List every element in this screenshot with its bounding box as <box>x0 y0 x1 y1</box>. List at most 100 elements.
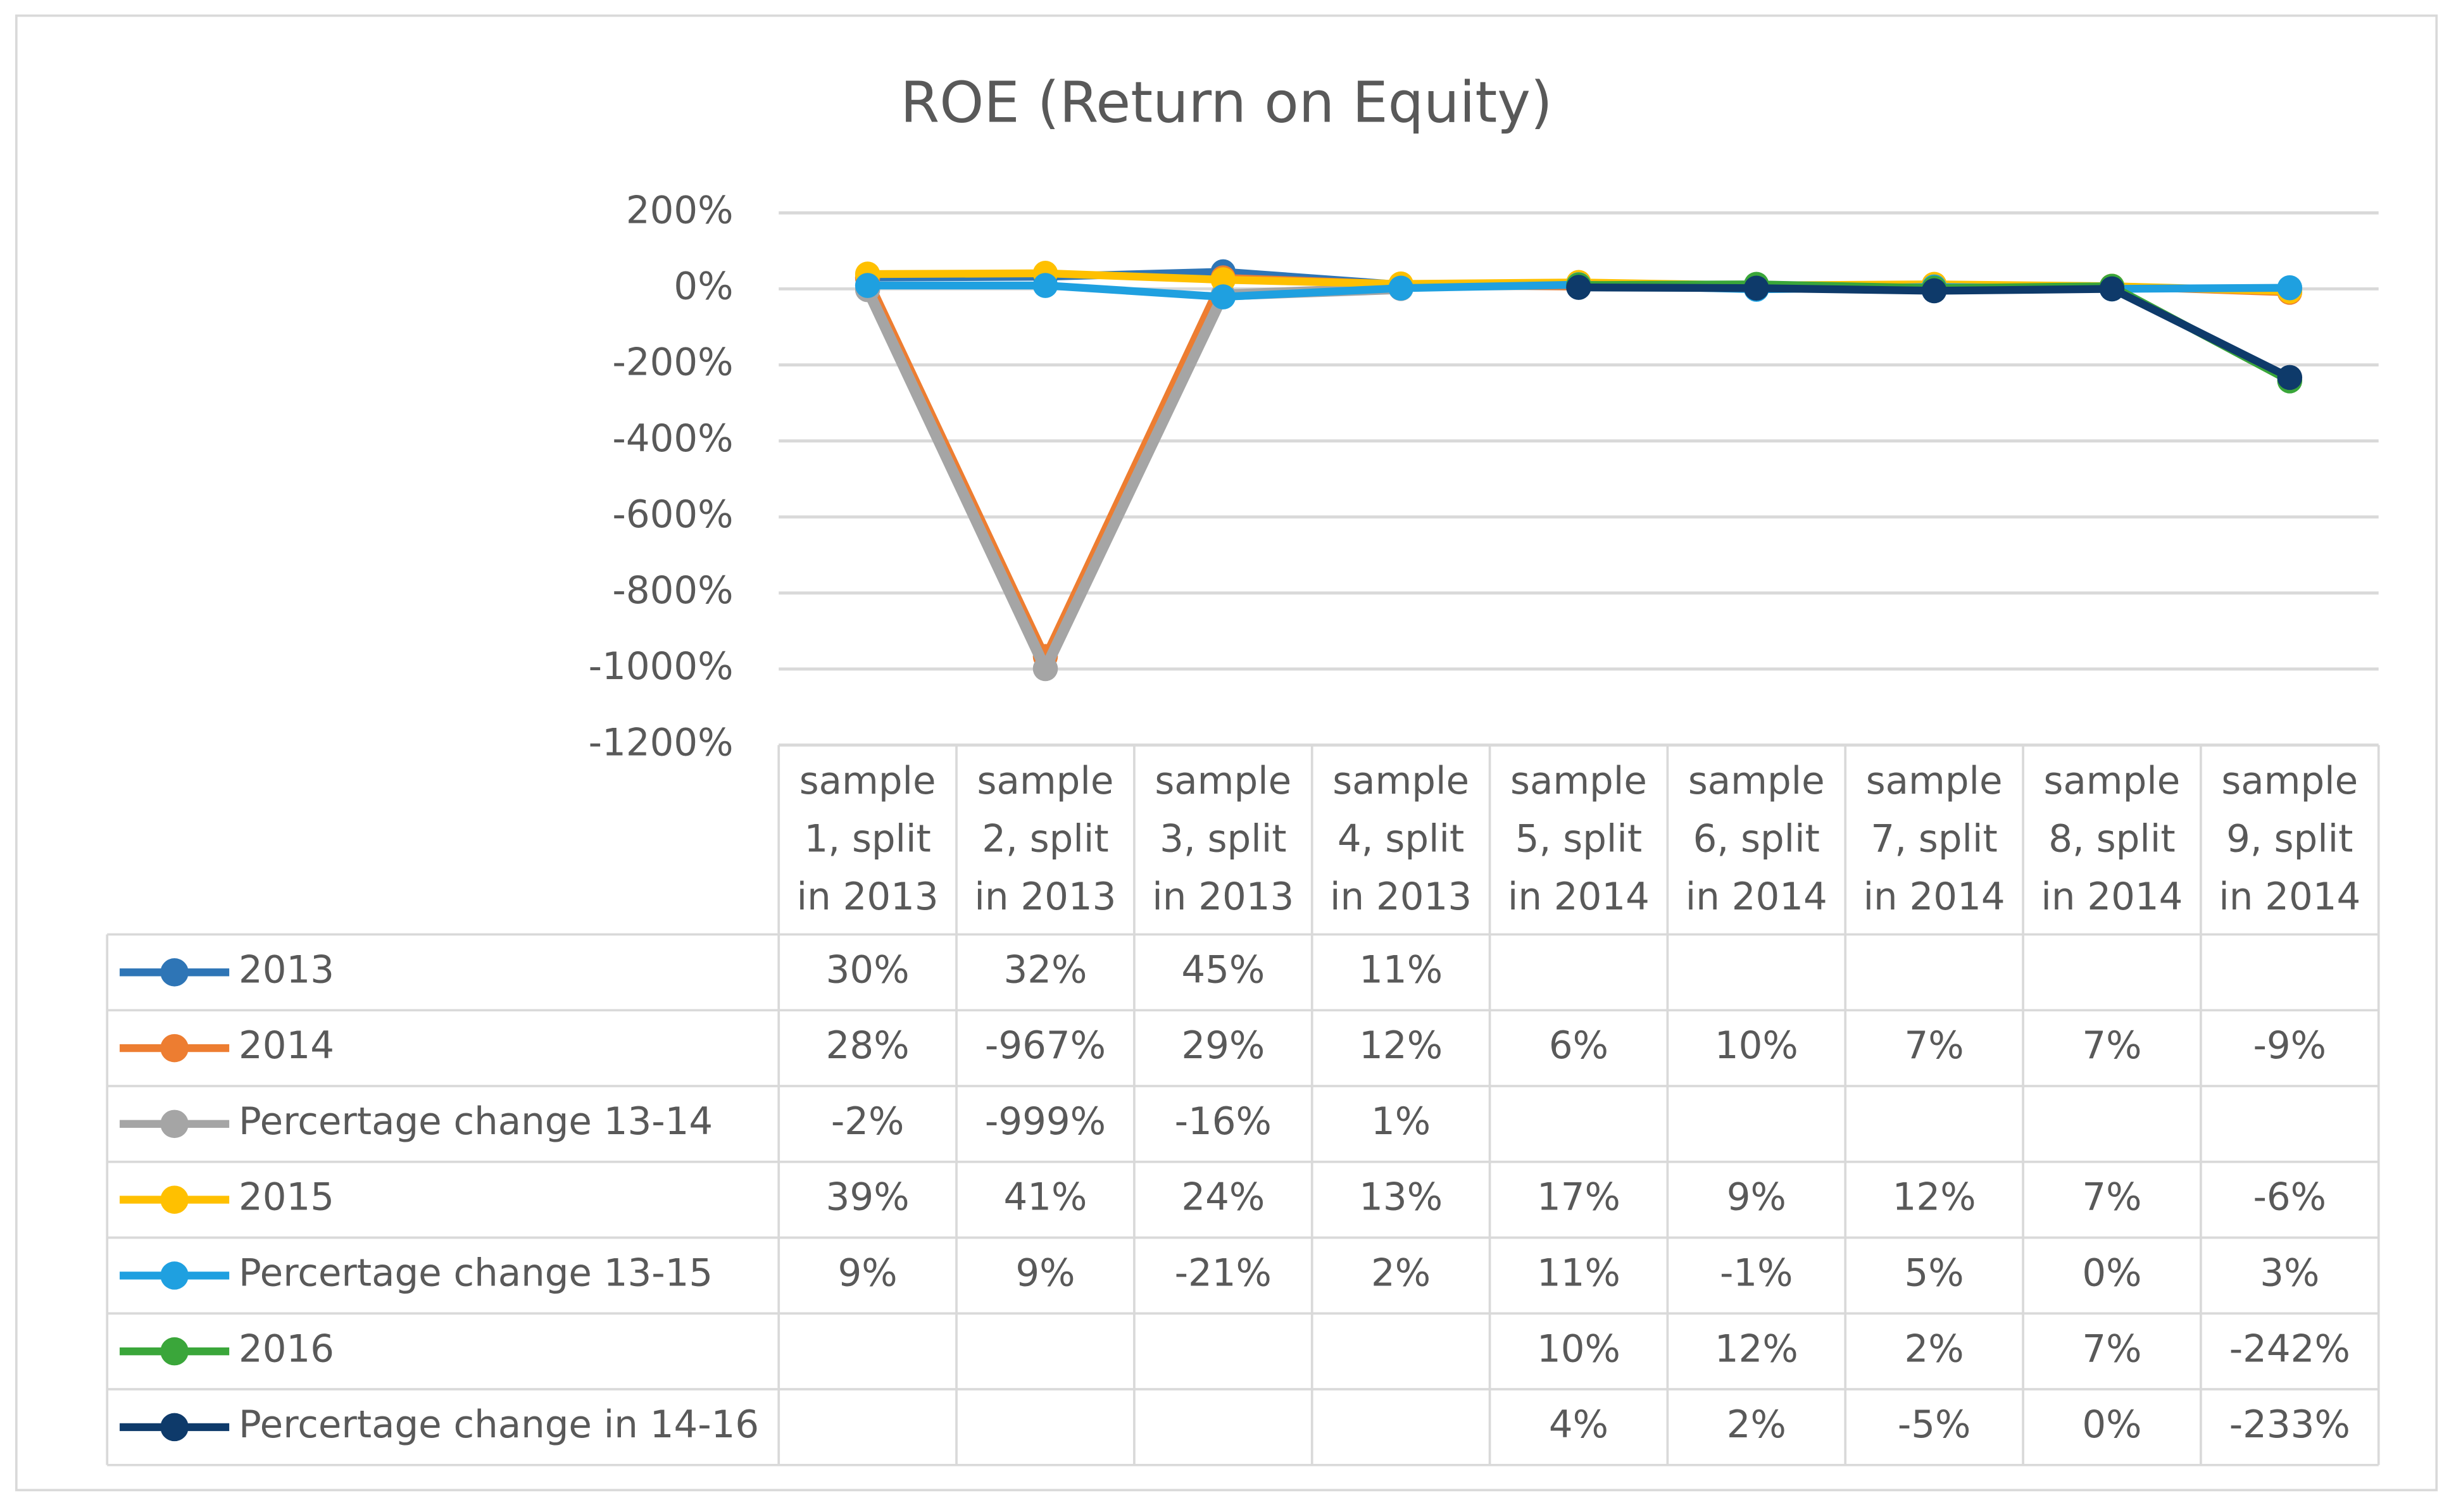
x-tick-label: sample 2, split in 2013 <box>974 759 1117 919</box>
data-label: -21% <box>1175 1251 1272 1294</box>
data-label: 12% <box>1359 1023 1443 1067</box>
data-label: 9% <box>838 1251 898 1294</box>
data-label: -5% <box>1898 1403 1971 1446</box>
data-label: -999% <box>985 1099 1106 1143</box>
marker <box>2099 276 2125 302</box>
data-label: -9% <box>2253 1023 2327 1067</box>
marker <box>1210 267 1236 292</box>
legend-label: 2013 <box>239 947 334 991</box>
data-label: 6% <box>1549 1023 1608 1067</box>
data-label: 17% <box>1537 1175 1620 1219</box>
data-label: 41% <box>1004 1175 1087 1219</box>
data-label: 28% <box>826 1023 910 1067</box>
legend-label: 2014 <box>239 1023 334 1067</box>
marker <box>1921 278 1947 304</box>
y-tick-label: 200% <box>626 188 734 232</box>
legend-marker <box>160 1413 189 1442</box>
data-label: -2% <box>831 1099 905 1143</box>
marker <box>2277 275 2303 301</box>
legend-label: Percertage change 13-14 <box>239 1099 713 1143</box>
data-label: 4% <box>1549 1403 1608 1446</box>
marker <box>2277 365 2303 390</box>
legend-marker <box>160 1261 189 1290</box>
marker <box>1566 275 1591 300</box>
data-label: 12% <box>1715 1327 1798 1370</box>
x-tick-cell: sample 3, split in 2013 <box>1152 759 1294 919</box>
marker <box>1744 275 1769 301</box>
x-tick-cell: sample 1, split in 2013 <box>796 759 939 919</box>
data-label: -6% <box>2253 1175 2327 1219</box>
data-label: 10% <box>1537 1327 1620 1370</box>
marker <box>855 273 880 298</box>
data-label: 12% <box>1893 1175 1976 1219</box>
legend-label: Percertage change 13-15 <box>239 1251 713 1294</box>
data-label: 11% <box>1359 947 1443 991</box>
x-tick-cell: sample 4, split in 2013 <box>1330 759 1472 919</box>
y-tick-label: -1200% <box>589 720 734 764</box>
legend-label: Percertage change in 14-16 <box>239 1403 759 1446</box>
data-label: 1% <box>1371 1099 1431 1143</box>
data-label: 24% <box>1181 1175 1265 1219</box>
data-label: 39% <box>826 1175 910 1219</box>
data-label: 2% <box>1371 1251 1431 1294</box>
data-label: 11% <box>1537 1251 1620 1294</box>
x-tick-label: sample 4, split in 2013 <box>1330 759 1472 919</box>
x-tick-cell: sample 5, split in 2014 <box>1507 759 1650 919</box>
data-label: 7% <box>2082 1023 2141 1067</box>
legend-marker <box>160 1185 189 1214</box>
data-label: -1% <box>1720 1251 1793 1294</box>
x-tick-label: sample 1, split in 2013 <box>796 759 939 919</box>
data-label: 7% <box>1905 1023 1964 1067</box>
x-tick-label: sample 7, split in 2014 <box>1863 759 2005 919</box>
data-label: 13% <box>1359 1175 1443 1219</box>
x-tick-label: sample 8, split in 2014 <box>2041 759 2183 919</box>
data-label: 29% <box>1181 1023 1265 1067</box>
x-tick-label: sample 6, split in 2014 <box>1685 759 1827 919</box>
y-tick-label: -400% <box>612 416 733 460</box>
legend-marker <box>160 1034 189 1063</box>
data-label: -242% <box>2229 1327 2350 1370</box>
data-label: 10% <box>1715 1023 1798 1067</box>
data-label: -233% <box>2229 1403 2350 1446</box>
x-tick-label: sample 5, split in 2014 <box>1507 759 1650 919</box>
x-tick-label: sample 9, split in 2014 <box>2219 759 2361 919</box>
marker <box>1032 273 1058 298</box>
x-tick-cell: sample 7, split in 2014 <box>1863 759 2005 919</box>
y-tick-label: -600% <box>612 492 733 536</box>
data-label: 45% <box>1181 947 1265 991</box>
legend-marker <box>160 1337 189 1366</box>
y-tick-label: 0% <box>674 265 733 308</box>
x-tick-cell: sample 8, split in 2014 <box>2041 759 2183 919</box>
legend-label: 2016 <box>239 1327 334 1370</box>
y-tick-label: -800% <box>612 568 733 612</box>
data-label: 3% <box>2260 1251 2319 1294</box>
data-label: 7% <box>2082 1175 2141 1219</box>
data-label: 5% <box>1905 1251 1964 1294</box>
data-label: 32% <box>1004 947 1087 991</box>
marker <box>1388 275 1413 301</box>
marker <box>1032 656 1058 682</box>
data-label: 2% <box>1905 1327 1964 1370</box>
legend-marker <box>160 1109 189 1139</box>
data-label: 30% <box>826 947 910 991</box>
marker <box>1210 284 1236 309</box>
y-tick-label: -1000% <box>589 644 734 688</box>
x-tick-cell: sample 6, split in 2014 <box>1685 759 1827 919</box>
data-label: 9% <box>1727 1175 1786 1219</box>
data-label: 7% <box>2082 1327 2141 1370</box>
x-tick-cell: sample 9, split in 2014 <box>2219 759 2361 919</box>
data-label: -967% <box>985 1023 1106 1067</box>
data-label: 0% <box>2082 1251 2141 1294</box>
legend-label: 2015 <box>239 1175 334 1219</box>
chart-title: ROE (Return on Equity) <box>900 70 1552 135</box>
data-label: -16% <box>1175 1099 1272 1143</box>
data-label: 0% <box>2082 1403 2141 1446</box>
x-tick-label: sample 3, split in 2013 <box>1152 759 1294 919</box>
x-tick-cell: sample 2, split in 2013 <box>974 759 1117 919</box>
y-tick-label: -200% <box>612 341 733 384</box>
data-label: 2% <box>1727 1403 1786 1446</box>
legend-marker <box>160 958 189 987</box>
data-label: 9% <box>1015 1251 1075 1294</box>
